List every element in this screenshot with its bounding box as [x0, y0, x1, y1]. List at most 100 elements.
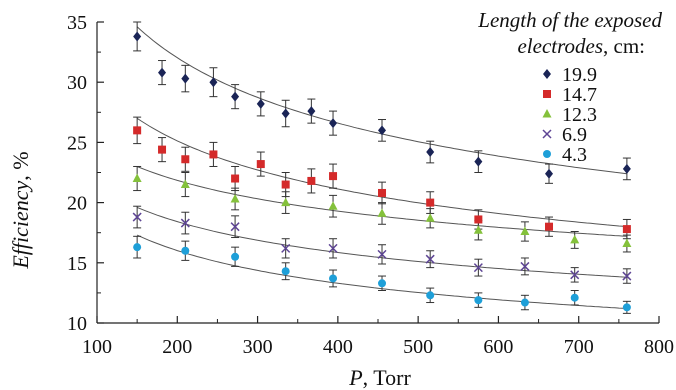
- data-point-6.9: [570, 270, 580, 280]
- x-stroke: [230, 222, 240, 232]
- data-point-14.7: [474, 215, 483, 224]
- x-stroke: [328, 243, 338, 253]
- data-point-4.3: [474, 296, 483, 305]
- legend-label-4.3: 4.3: [562, 144, 587, 166]
- y-axis-unit: , %: [8, 151, 33, 180]
- data-point-4.3: [329, 274, 338, 283]
- data-point-12.3: [622, 238, 632, 248]
- x-tick-label: 100: [82, 336, 112, 358]
- data-point-4.3: [622, 303, 631, 312]
- x-stroke: [570, 270, 580, 280]
- y-tick-label: 10: [67, 313, 87, 335]
- x-tick-label: 200: [162, 336, 192, 358]
- data-point-14.7: [133, 126, 142, 135]
- x-tick-label: 500: [403, 336, 433, 358]
- y-tick-label: 15: [67, 253, 87, 275]
- data-point-19.9: [378, 125, 387, 136]
- y-tick-label: 30: [67, 72, 87, 94]
- data-point-14.7: [256, 160, 265, 169]
- data-point-14.7: [622, 225, 631, 234]
- data-points: [132, 31, 632, 312]
- fit-curves: [136, 26, 627, 310]
- data-point-4.3: [378, 279, 387, 288]
- legend-title-italic: electrodes: [517, 34, 603, 58]
- data-point-6.9: [132, 212, 142, 222]
- data-point-19.9: [281, 108, 290, 119]
- data-point-12.3: [473, 225, 483, 234]
- y-tick-label: 25: [67, 132, 87, 154]
- data-point-14.7: [209, 150, 218, 159]
- data-point-14.7: [231, 174, 240, 183]
- x-tick-label: 300: [243, 336, 273, 358]
- data-point-14.7: [307, 176, 316, 185]
- y-axis-title: Efficiency, %: [8, 151, 33, 269]
- data-point-19.9: [133, 31, 142, 42]
- legend-title-rest: , cm:: [603, 34, 645, 58]
- data-point-4.3: [570, 293, 579, 302]
- x-tick-label: 800: [644, 336, 674, 358]
- data-point-6.9: [281, 243, 291, 253]
- y-axis-name: Efficiency: [8, 180, 33, 269]
- x-axis-title: P, Torr: [348, 365, 411, 390]
- x-stroke: [473, 263, 483, 273]
- data-point-6.9: [180, 218, 190, 228]
- legend-marker-6.9: [542, 129, 552, 139]
- data-point-6.9: [425, 254, 435, 264]
- data-point-4.3: [181, 246, 190, 255]
- data-point-4.3: [133, 243, 142, 252]
- legend-title-line1: Length of the exposed: [477, 8, 662, 32]
- legend: Length of the exposed electrodes, cm: 19…: [477, 8, 662, 166]
- data-point-4.3: [426, 291, 435, 300]
- data-point-12.3: [425, 213, 435, 222]
- x-stroke: [520, 261, 530, 271]
- data-point-4.3: [520, 298, 529, 307]
- x-tick-label: 700: [564, 336, 594, 358]
- data-point-12.3: [377, 208, 387, 217]
- y-tick-label: 20: [67, 193, 87, 215]
- data-point-14.7: [426, 198, 435, 207]
- data-point-6.9: [622, 271, 632, 281]
- data-point-19.9: [307, 106, 316, 117]
- data-point-6.9: [230, 222, 240, 232]
- data-point-14.7: [329, 172, 338, 181]
- data-point-12.3: [132, 173, 142, 183]
- x-axis-unit: , Torr: [363, 365, 412, 390]
- legend-entries: 19.914.712.36.94.3: [542, 64, 597, 166]
- x-stroke: [542, 129, 552, 139]
- data-point-6.9: [473, 263, 483, 273]
- y-tick-label: 35: [67, 12, 87, 34]
- data-point-19.9: [231, 91, 240, 102]
- data-point-12.3: [328, 201, 338, 210]
- legend-marker-12.3: [542, 109, 552, 118]
- legend-label-19.9: 19.9: [562, 64, 597, 86]
- x-stroke: [377, 249, 387, 259]
- legend-label-12.3: 12.3: [562, 104, 597, 126]
- x-tick-label: 400: [323, 336, 353, 358]
- legend-title-line2: electrodes, cm:: [517, 34, 645, 58]
- data-point-19.9: [256, 98, 265, 109]
- data-point-19.9: [209, 77, 218, 88]
- data-point-19.9: [474, 156, 483, 167]
- legend-marker-4.3: [543, 150, 551, 158]
- data-point-14.7: [378, 188, 387, 197]
- x-stroke: [425, 254, 435, 264]
- x-axis-symbol: P: [348, 365, 362, 390]
- data-point-19.9: [158, 67, 167, 78]
- x-stroke: [180, 218, 190, 228]
- data-point-19.9: [329, 118, 338, 129]
- error-bars: [133, 21, 631, 314]
- x-axis: 100 200 300 400 500 600 700 800: [82, 316, 674, 358]
- data-point-14.7: [545, 222, 554, 231]
- data-point-4.3: [281, 267, 290, 276]
- data-point-19.9: [545, 168, 554, 179]
- data-point-6.9: [377, 249, 387, 259]
- legend-label-14.7: 14.7: [562, 84, 597, 106]
- legend-marker-14.7: [543, 90, 551, 98]
- x-stroke: [281, 243, 291, 253]
- y-axis: 10 15 20 25 30 35: [67, 12, 104, 335]
- data-point-12.3: [570, 234, 580, 244]
- data-point-12.3: [281, 197, 291, 207]
- data-point-19.9: [622, 163, 631, 174]
- data-point-14.7: [281, 180, 290, 189]
